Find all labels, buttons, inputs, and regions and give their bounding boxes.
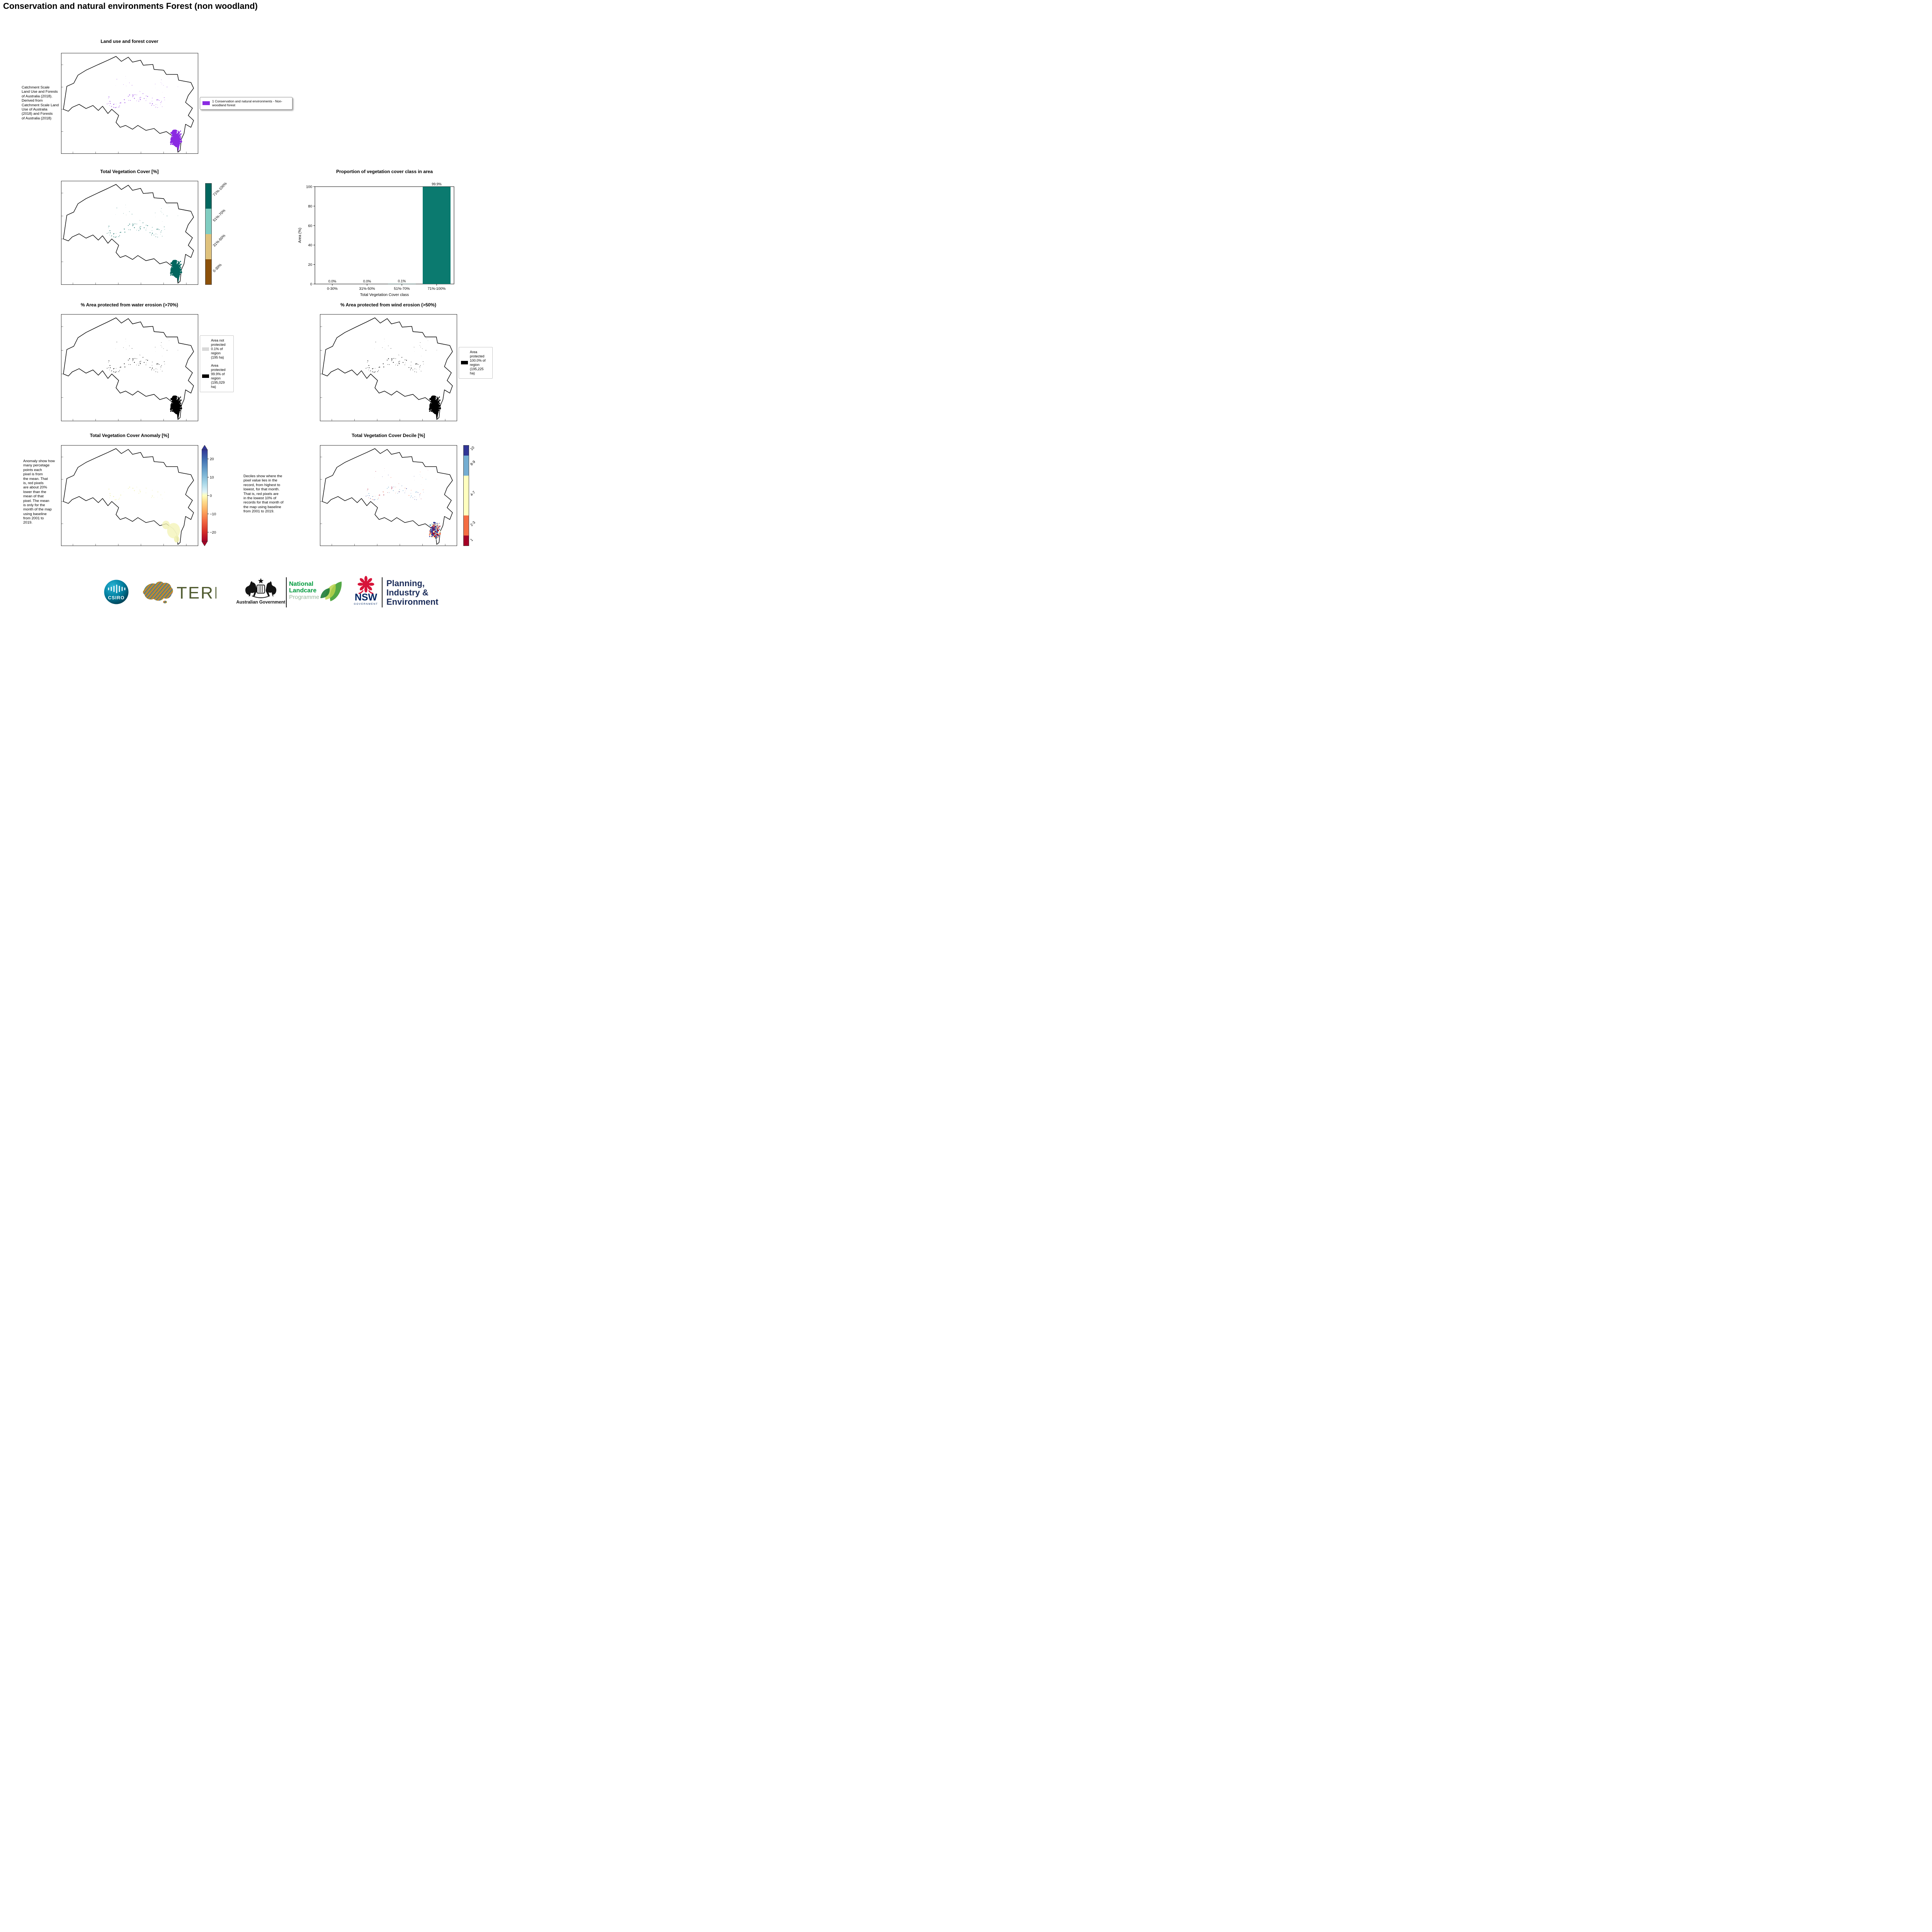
landuse-map-frame [61,53,198,154]
nsw-sub-label: GOVERNMENT [354,603,378,605]
svg-text:0.0%: 0.0% [363,279,371,283]
decile-caption: Deciles show where the pixel value lies … [243,474,284,514]
landuse-legend-swatch [202,101,210,105]
svg-text:100: 100 [306,185,312,189]
tvc-map-frame [61,181,198,285]
page-title: Conservation and natural environments Fo… [3,1,258,11]
water-legend-label-not-protected: Area not protected 0.1% of region (195 h… [211,338,226,359]
svg-text:10: 10 [210,476,214,480]
water-map-frame [61,314,198,421]
svg-text:Total Vegetation Cover class: Total Vegetation Cover class [360,293,409,297]
landcare-wordmark: National Landcare Programme [289,581,319,600]
planning-wordmark: Planning, Industry & Environment [386,578,439,607]
svg-text:−10: −10 [210,512,216,516]
wind-legend-swatch-black [461,361,468,365]
proportion-title: Proportion of vegetation cover class in … [336,169,433,174]
landcare-line2: Landcare [289,587,317,594]
landcare-line3: Programme [289,594,320,600]
svg-text:40: 40 [308,243,312,248]
anomaly-map [61,448,194,546]
decile-map [320,448,453,546]
report-page: Conservation and natural environments Fo… [0,0,495,608]
footer-divider-1 [286,577,287,607]
svg-text:20: 20 [210,457,214,461]
water-legend-label-protected: Area protected 99.9% of region (195,029 … [211,363,226,389]
wind-legend-entry-protected: Area protected 100.0% of region (195,225… [461,350,490,376]
landuse-legend: 1 Conservation and natural environments … [200,97,293,110]
anomaly-colorbar: 20 10 0 −10 −20 [202,445,221,546]
water-legend-entry-not-protected: Area not protected 0.1% of region (195 h… [202,338,231,360]
water-legend-entry-protected: Area protected 99.9% of region (195,029 … [202,364,231,389]
wind-legend-label-protected: Area protected 100.0% of region (195,225… [470,350,486,375]
wind-map [320,317,453,421]
landuse-title: Land use and forest cover [100,39,158,44]
proportion-chart-svg: 0 20 40 60 80 100 0-30% 0.0% 31%-50% 0.0% 51%-70% 0… [298,182,454,297]
planning-line2: Industry & [386,588,429,598]
water-map [61,317,194,421]
planning-line1: Planning, [386,578,425,588]
water-legend: Area not protected 0.1% of region (195 h… [200,335,234,392]
csiro-logo-icon: CSIRO [104,580,129,604]
svg-text:Area (%): Area (%) [298,228,302,243]
svg-text:31%-50%: 31%-50% [359,287,375,291]
tvc-map [61,184,194,284]
wind-map-frame [320,314,457,421]
landuse-caption: Catchment Scale Land Use and Forests of … [22,85,59,121]
anomaly-colorbar-svg: 20 10 0 −10 −20 [202,445,216,546]
svg-text:0: 0 [310,282,312,287]
tern-label: TERN [177,583,216,602]
tvc-title: Total Vegetation Cover [%] [100,169,159,174]
svg-text:71%-100%: 71%-100% [428,287,446,291]
csiro-label: CSIRO [108,595,124,600]
landuse-map [61,56,194,153]
proportion-chart: 0 20 40 60 80 100 0-30% 0.0% 31%-50% 0.0% 51%-70% 0… [296,178,462,298]
anomaly-caption: Anomaly show how many percetage points e… [23,459,55,525]
svg-text:0.0%: 0.0% [328,279,337,283]
svg-text:0-30%: 0-30% [327,287,338,291]
footer-logos: CSIRO TERN [0,574,495,608]
anomaly-title: Total Vegetation Cover Anomaly [%] [90,433,169,438]
svg-text:0: 0 [210,494,212,498]
planning-line3: Environment [386,597,439,607]
svg-text:20: 20 [308,263,312,267]
landcare-line1: National [289,581,314,587]
ausgov-label: Australian Government [236,600,285,605]
nsw-waratah-icon [357,576,374,594]
svg-text:80: 80 [308,204,312,209]
water-legend-swatch-gray [202,347,209,351]
footer-divider-2 [382,577,383,607]
water-title: % Area protected from water erosion (>70… [81,302,178,308]
decile-colorbar: 10 8-9 4-7 2-3 1 [463,445,491,546]
landcare-leaves-icon [320,582,342,601]
tern-australia-scribble [143,582,173,604]
decile-map-frame [320,445,457,546]
ausgov-coat-of-arms [245,578,277,598]
svg-text:−20: −20 [210,531,216,535]
decile-title: Total Vegetation Cover Decile [%] [352,433,425,438]
svg-text:60: 60 [308,224,312,228]
tern-logo-icon: TERN [143,582,216,604]
anomaly-map-frame [61,445,198,546]
tvc-colorbar: 71%-100% 51%-70% 31%-50% 0-30% [205,182,236,285]
landuse-legend-label: 1 Conservation and natural environments … [212,99,282,107]
wind-title: % Area protected from wind erosion (>50%… [340,302,436,308]
wind-legend: Area protected 100.0% of region (195,225… [459,347,493,379]
csiro-wave-bars [108,585,126,593]
svg-text:99.9%: 99.9% [432,182,442,186]
nsw-logo-icon: NSW GOVERNMENT [354,576,378,605]
water-legend-swatch-black [202,374,209,378]
svg-text:51%-70%: 51%-70% [394,287,410,291]
nsw-label: NSW [355,592,378,603]
svg-text:0.1%: 0.1% [398,279,406,283]
ausgov-crest-icon: Australian Government [236,578,285,605]
